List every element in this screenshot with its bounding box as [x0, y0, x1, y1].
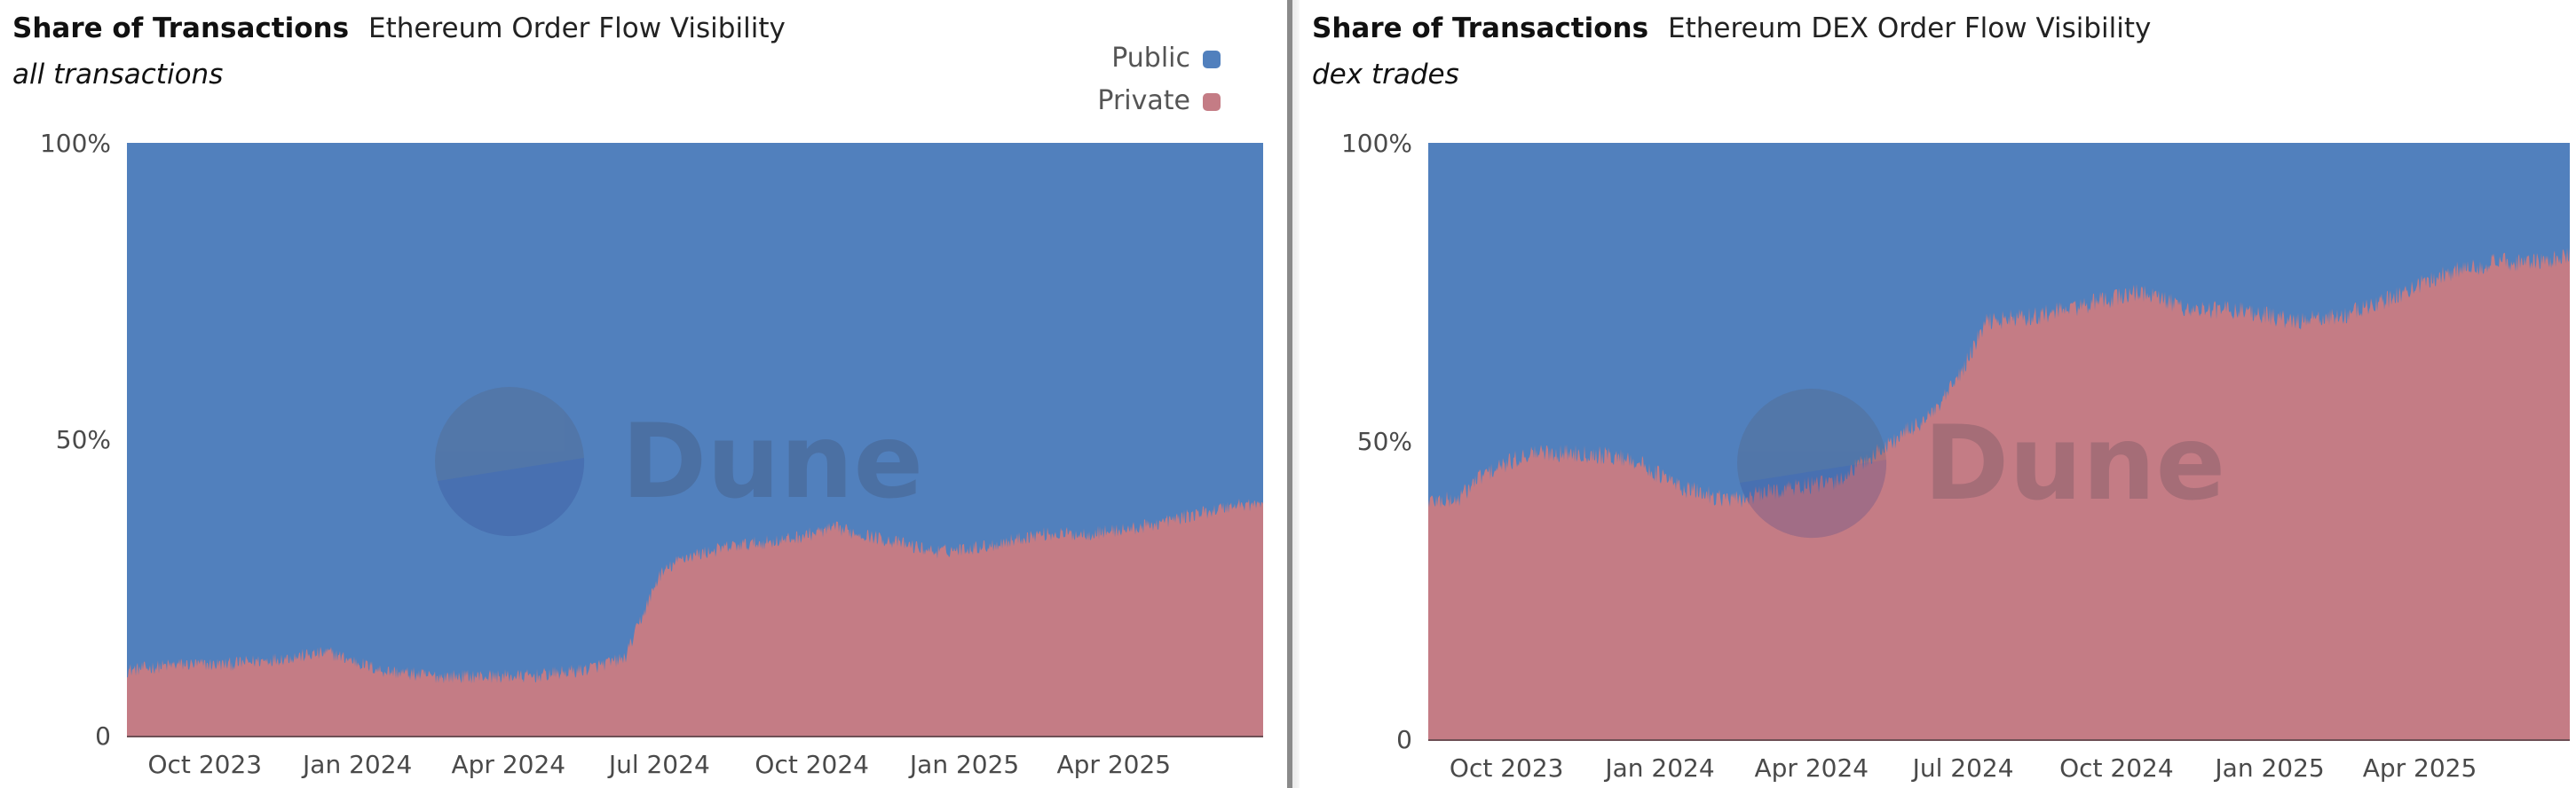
left-chart-panel: Share of Transactions Ethereum Order Flow… — [0, 0, 1287, 788]
x-tick-label: Jul 2024 — [607, 750, 710, 779]
x-tick-label: Jan 2024 — [301, 750, 412, 779]
legend-swatch-private — [1203, 93, 1221, 111]
series-area-private — [127, 499, 1263, 736]
y-tick-label: 50% — [1357, 427, 1412, 456]
x-tick-label: Apr 2025 — [2363, 753, 2477, 783]
x-tick-label: Oct 2024 — [755, 750, 869, 779]
y-tick-label: 100% — [1341, 129, 1412, 158]
x-tick-label: Apr 2025 — [1056, 750, 1171, 779]
dune-logo-icon — [435, 387, 585, 537]
y-tick-label: 0 — [1396, 725, 1412, 754]
chart-title: Share of Transactions — [12, 12, 350, 44]
panel-divider — [1287, 0, 1300, 788]
x-tick-label: Apr 2024 — [451, 750, 565, 779]
legend-item-public[interactable]: Public — [1097, 43, 1221, 85]
chart-subtitle: all transactions — [12, 59, 224, 91]
watermark-text: Dune — [621, 402, 923, 522]
x-tick-label: Jul 2024 — [1911, 753, 2014, 783]
x-tick-label: Oct 2024 — [2059, 753, 2174, 783]
x-tick-label: Apr 2024 — [1754, 753, 1869, 783]
chart-subtitle: dex trades — [1312, 59, 1459, 91]
x-tick-label: Jan 2025 — [908, 750, 1019, 779]
y-tick-label: 100% — [40, 129, 111, 158]
chart-legend[interactable]: Public Private — [1097, 43, 1221, 128]
dune-watermark: Dune — [435, 387, 923, 537]
right-chart-panel: Share of Transactions Ethereum DEX Order … — [1300, 0, 2576, 788]
chart-subtitle-right: Ethereum DEX Order Flow Visibility — [1668, 12, 2152, 44]
x-tick-label: Oct 2023 — [148, 750, 263, 779]
y-tick-label: 0 — [95, 721, 111, 751]
x-tick-label: Oct 2023 — [1450, 753, 1564, 783]
legend-label-private: Private — [1097, 85, 1190, 116]
legend-label-public: Public — [1111, 43, 1190, 74]
dune-watermark: Dune — [1737, 389, 2225, 539]
chart-subtitle-right: Ethereum Order Flow Visibility — [368, 12, 786, 44]
x-tick-label: Jan 2024 — [1603, 753, 1714, 783]
left-area-chart: 0 50% 100% Oct 2023 Jan 2024 Apr 2024 Jul 2024… — [40, 129, 1263, 779]
legend-item-private[interactable]: Private — [1097, 85, 1221, 128]
dune-logo-icon — [1737, 389, 1887, 539]
chart-title-row: Share of Transactions Ethereum Order Flow… — [12, 12, 786, 44]
chart-title-row: Share of Transactions Ethereum DEX Order … — [1312, 12, 2151, 44]
legend-swatch-public — [1203, 51, 1221, 68]
y-tick-label: 50% — [56, 425, 111, 454]
x-tick-label: Jan 2025 — [2213, 753, 2324, 783]
series-area-private — [1428, 248, 2570, 739]
watermark-text: Dune — [1924, 404, 2225, 524]
right-area-chart: 0 50% 100% Oct 2023 Jan 2024 Apr 2024 Jul 2024… — [1341, 129, 2570, 783]
chart-title: Share of Transactions — [1312, 12, 1649, 44]
